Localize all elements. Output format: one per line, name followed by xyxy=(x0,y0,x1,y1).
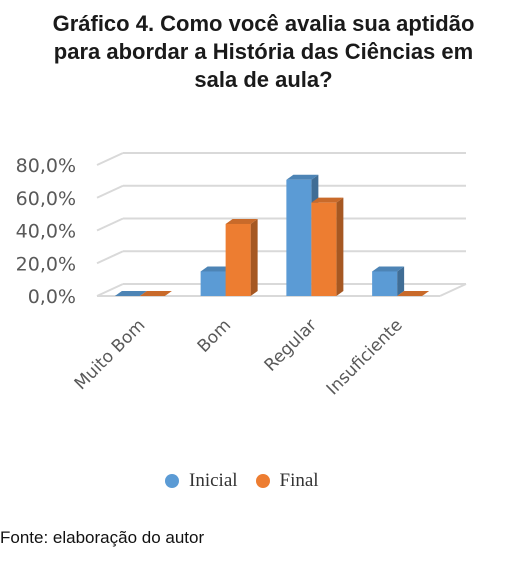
gridline-side xyxy=(96,184,124,199)
chart-title-line-3: sala de aula? xyxy=(194,67,333,92)
bar-inicial xyxy=(372,271,398,296)
gridline-side xyxy=(96,152,124,166)
legend-item-final: Final xyxy=(255,470,319,492)
gridline-side xyxy=(96,283,124,297)
x-tick-label: Insuficiente xyxy=(323,315,407,399)
bar-side-final xyxy=(336,197,344,296)
bar-side-inicial xyxy=(397,266,405,296)
bar-top-final xyxy=(311,197,344,203)
y-tick-label: 60,0% xyxy=(16,188,76,210)
legend-swatch-final xyxy=(255,474,270,488)
y-tick-label: 20,0% xyxy=(16,253,76,275)
bar-inicial xyxy=(200,271,226,296)
legend-swatch-inicial xyxy=(165,474,179,488)
bar-top-final xyxy=(397,291,430,296)
bar-top-final xyxy=(139,291,172,296)
bar-top-inicial xyxy=(114,291,147,296)
chart-title-line-2: para abordar a História das Ciências em xyxy=(53,39,474,64)
source-note: Fonte: elaboração do autor xyxy=(0,528,205,547)
legend-label-final: Final xyxy=(279,470,319,491)
legend-label-inicial: Inicial xyxy=(189,470,238,491)
bar-top-inicial xyxy=(286,174,319,180)
floor-edge-right xyxy=(439,283,467,297)
bar-chart: 0,0% 20,0% 40,0% 60,0% 80,0% Muito Bom Bom Regu… xyxy=(16,152,467,399)
x-tick-label: Muito Bom xyxy=(71,315,150,394)
y-tick-label: 0,0% xyxy=(28,286,76,308)
gridline-side xyxy=(96,217,124,232)
chart-legend: Inicial Final xyxy=(165,470,337,492)
bar-side-final xyxy=(250,218,258,296)
y-tick-label: 40,0% xyxy=(16,221,76,243)
gridline-side xyxy=(96,250,124,265)
chart-title: Gráfico 4. Como você avalia sua aptidão … xyxy=(0,10,527,94)
x-tick-label: Bom xyxy=(194,315,235,356)
bar-top-inicial xyxy=(200,266,233,272)
bar-top-inicial xyxy=(372,266,405,272)
bar-top-final xyxy=(225,218,258,224)
y-tick-label: 80,0% xyxy=(16,155,76,177)
legend-item-inicial: Inicial xyxy=(165,470,238,492)
x-tick-label: Regular xyxy=(261,315,321,375)
bar-inicial xyxy=(286,179,312,296)
chart-title-line-1: Gráfico 4. Como você avalia sua aptidão xyxy=(52,11,475,36)
bar-final xyxy=(311,202,337,296)
bar-final xyxy=(225,223,251,296)
